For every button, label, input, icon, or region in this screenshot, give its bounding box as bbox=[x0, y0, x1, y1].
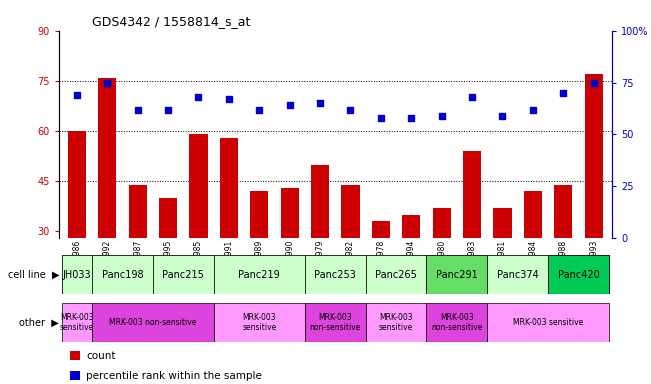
Text: Panc215: Panc215 bbox=[162, 270, 204, 280]
Text: Panc253: Panc253 bbox=[314, 270, 356, 280]
Point bbox=[315, 100, 326, 106]
Bar bbox=[426, 303, 488, 342]
Point bbox=[497, 113, 508, 119]
Text: Panc198: Panc198 bbox=[102, 270, 143, 280]
Text: MRK-003
sensitive: MRK-003 sensitive bbox=[60, 313, 94, 332]
Bar bbox=[488, 255, 548, 294]
Bar bbox=[463, 151, 481, 332]
Point bbox=[72, 92, 82, 98]
Text: MRK-003
non-sensitive: MRK-003 non-sensitive bbox=[431, 313, 482, 332]
Bar bbox=[128, 185, 146, 332]
Text: Panc420: Panc420 bbox=[558, 270, 600, 280]
Text: MRK-003
sensitive: MRK-003 sensitive bbox=[242, 313, 277, 332]
Text: MRK-003
non-sensitive: MRK-003 non-sensitive bbox=[310, 313, 361, 332]
Point bbox=[345, 106, 355, 113]
Point bbox=[224, 96, 234, 102]
Bar bbox=[214, 255, 305, 294]
Text: Panc374: Panc374 bbox=[497, 270, 538, 280]
Point bbox=[406, 115, 417, 121]
Bar bbox=[62, 255, 92, 294]
Point bbox=[436, 113, 447, 119]
Text: other  ▶: other ▶ bbox=[20, 318, 59, 328]
Point bbox=[132, 106, 143, 113]
Bar bbox=[366, 255, 426, 294]
Bar bbox=[220, 138, 238, 332]
Bar bbox=[432, 208, 450, 332]
Point bbox=[528, 106, 538, 113]
Text: MRK-003 non-sensitive: MRK-003 non-sensitive bbox=[109, 318, 197, 327]
Bar bbox=[548, 255, 609, 294]
Point bbox=[558, 90, 568, 96]
Point bbox=[467, 94, 477, 100]
Text: count: count bbox=[86, 351, 116, 361]
Point bbox=[102, 79, 113, 86]
Point bbox=[193, 94, 204, 100]
Text: Panc265: Panc265 bbox=[375, 270, 417, 280]
Bar bbox=[366, 303, 426, 342]
Bar bbox=[524, 191, 542, 332]
Bar bbox=[402, 215, 421, 332]
Text: Panc219: Panc219 bbox=[238, 270, 280, 280]
Bar bbox=[493, 208, 512, 332]
Bar bbox=[92, 255, 153, 294]
Point bbox=[284, 102, 295, 108]
Bar bbox=[189, 134, 208, 332]
Point bbox=[376, 115, 386, 121]
Point bbox=[254, 106, 264, 113]
Bar bbox=[70, 371, 79, 380]
Text: MRK-003 sensitive: MRK-003 sensitive bbox=[513, 318, 583, 327]
Bar bbox=[62, 303, 92, 342]
Bar bbox=[311, 164, 329, 332]
Text: percentile rank within the sample: percentile rank within the sample bbox=[86, 371, 262, 381]
Bar bbox=[68, 131, 86, 332]
Text: cell line  ▶: cell line ▶ bbox=[8, 270, 59, 280]
Bar bbox=[372, 221, 390, 332]
Text: GDS4342 / 1558814_s_at: GDS4342 / 1558814_s_at bbox=[92, 15, 250, 28]
Bar bbox=[585, 74, 603, 332]
Bar bbox=[554, 185, 572, 332]
Bar bbox=[70, 351, 79, 360]
Bar bbox=[305, 303, 366, 342]
Bar bbox=[250, 191, 268, 332]
Text: MRK-003
sensitive: MRK-003 sensitive bbox=[379, 313, 413, 332]
Bar bbox=[488, 303, 609, 342]
Bar bbox=[92, 303, 214, 342]
Bar bbox=[281, 188, 299, 332]
Text: JH033: JH033 bbox=[62, 270, 91, 280]
Bar bbox=[341, 185, 359, 332]
Point bbox=[163, 106, 173, 113]
Bar bbox=[159, 198, 177, 332]
Text: Panc291: Panc291 bbox=[436, 270, 478, 280]
Bar bbox=[426, 255, 488, 294]
Point bbox=[589, 79, 599, 86]
Bar bbox=[153, 255, 214, 294]
Bar bbox=[98, 78, 117, 332]
Bar bbox=[305, 255, 366, 294]
Bar bbox=[214, 303, 305, 342]
